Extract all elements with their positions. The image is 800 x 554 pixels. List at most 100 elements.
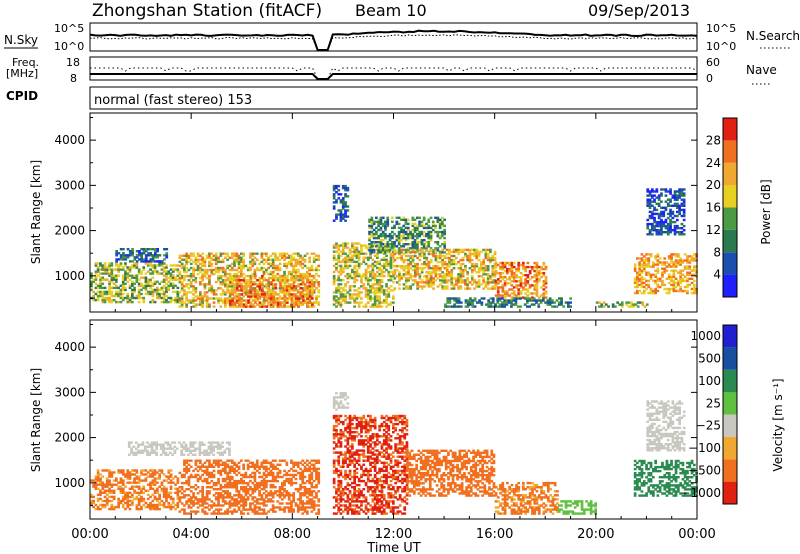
power-echo-cell bbox=[201, 276, 204, 280]
power-echo-cell bbox=[409, 247, 412, 250]
power-colorbar-swatch bbox=[723, 252, 737, 275]
power-echo-cell bbox=[389, 252, 393, 255]
power-echo-cell bbox=[393, 241, 396, 244]
power-echo-cell bbox=[656, 269, 660, 272]
power-echo-cell bbox=[271, 264, 275, 268]
power-echo-cell bbox=[380, 272, 384, 276]
velocity-echo-cell bbox=[115, 505, 118, 509]
power-echo-cell bbox=[652, 263, 655, 266]
velocity-echo-cell bbox=[221, 486, 225, 489]
power-echo-cell bbox=[226, 276, 229, 280]
power-echo-cell bbox=[498, 299, 502, 302]
power-echo-cell bbox=[260, 252, 264, 255]
power-echo-cell bbox=[258, 279, 261, 282]
power-echo-cell bbox=[187, 301, 191, 304]
power-echo-cell bbox=[295, 301, 298, 304]
velocity-echo-cell bbox=[131, 485, 134, 488]
power-echo-cell bbox=[406, 218, 410, 221]
power-echo-cell bbox=[245, 305, 248, 308]
velocity-echo-cell bbox=[228, 467, 232, 471]
power-echo-cell bbox=[427, 220, 431, 223]
velocity-echo-cell bbox=[153, 443, 156, 446]
power-echo-cell bbox=[642, 265, 646, 268]
power-echo-cell bbox=[432, 283, 435, 286]
power-echo-cell bbox=[126, 292, 130, 296]
power-echo-cell bbox=[360, 285, 363, 288]
power-echo-cell bbox=[210, 297, 214, 300]
power-echo-cell bbox=[517, 269, 521, 273]
power-echo-cell bbox=[122, 252, 125, 255]
power-echo-cell bbox=[409, 230, 412, 234]
velocity-echo-cell bbox=[217, 502, 220, 505]
power-echo-cell bbox=[473, 305, 477, 308]
power-echo-cell bbox=[137, 288, 141, 292]
power-echo-cell bbox=[473, 299, 477, 302]
power-echo-cell bbox=[229, 293, 232, 296]
power-echo-cell bbox=[434, 241, 437, 244]
power-echo-cell bbox=[420, 254, 424, 258]
power-echo-cell bbox=[656, 283, 660, 287]
power-echo-cell bbox=[537, 272, 541, 275]
power-echo-cell bbox=[546, 303, 550, 306]
freq-trace bbox=[90, 73, 697, 80]
power-echo-cell bbox=[274, 274, 277, 278]
power-echo-cell bbox=[464, 254, 467, 258]
power-echo-cell bbox=[185, 295, 188, 298]
power-echo-cell bbox=[233, 272, 236, 276]
power-echo-cell bbox=[429, 267, 433, 270]
power-echo-cell bbox=[406, 222, 410, 226]
power-echo-cell bbox=[217, 287, 220, 290]
power-echo-cell bbox=[657, 202, 661, 205]
velocity-echo-cell bbox=[192, 492, 195, 495]
velocity-echo-cell bbox=[151, 475, 155, 478]
power-echo-cell bbox=[253, 281, 257, 284]
velocity-echo-cell bbox=[194, 463, 198, 466]
velocity-echo-cell bbox=[124, 485, 127, 488]
power-echo-cell bbox=[308, 266, 311, 270]
power-echo-cell bbox=[468, 260, 472, 264]
power-echo-cell bbox=[672, 265, 676, 268]
power-echo-cell bbox=[167, 300, 171, 304]
power-echo-cell bbox=[522, 265, 525, 269]
power-echo-cell bbox=[677, 259, 680, 262]
power-echo-cell bbox=[496, 282, 500, 285]
power-echo-cell bbox=[678, 233, 681, 236]
power-echo-cell bbox=[416, 216, 419, 219]
power-echo-cell bbox=[283, 272, 286, 276]
velocity-echo-cell bbox=[194, 512, 198, 515]
power-echo-cell bbox=[663, 267, 667, 270]
nsky-right-tick-bottom: 10^0 bbox=[706, 40, 736, 53]
power-echo-cell bbox=[652, 273, 655, 276]
power-echo-cell bbox=[258, 283, 262, 286]
power-echo-cell bbox=[261, 303, 264, 306]
power-echo-cell bbox=[133, 290, 136, 294]
velocity-echo-cell bbox=[224, 512, 227, 515]
power-echo-cell bbox=[176, 300, 180, 304]
power-echo-cell bbox=[292, 301, 295, 304]
power-echo-cell bbox=[393, 248, 397, 252]
power-echo-cell bbox=[683, 285, 687, 289]
power-echo-cell bbox=[690, 277, 694, 280]
velocity-echo-cell bbox=[151, 471, 155, 474]
power-echo-cell bbox=[475, 285, 479, 288]
power-echo-cell bbox=[339, 272, 343, 276]
power-echo-cell bbox=[414, 279, 417, 282]
power-echo-cell bbox=[658, 261, 662, 264]
power-echo-cell bbox=[335, 305, 338, 308]
velocity-echo-cell bbox=[228, 502, 232, 505]
power-echo-cell bbox=[156, 254, 159, 257]
power-echo-cell bbox=[203, 283, 207, 286]
power-echo-cell bbox=[425, 281, 429, 284]
velocity-echo-cell bbox=[155, 445, 158, 448]
power-echo-cell bbox=[679, 259, 682, 262]
velocity-echo-cell bbox=[117, 481, 120, 484]
power-echo-cell bbox=[308, 299, 311, 302]
power-echo-cell bbox=[219, 283, 223, 286]
power-echo-cell bbox=[376, 256, 379, 259]
power-echo-cell bbox=[251, 262, 255, 266]
nsky-left-tick-bottom: 10^0 bbox=[54, 40, 84, 53]
velocity-echo-cell bbox=[192, 496, 195, 499]
power-echo-cell bbox=[108, 290, 111, 294]
power-echo-cell bbox=[344, 186, 347, 190]
velocity-echo-cell bbox=[134, 453, 138, 456]
